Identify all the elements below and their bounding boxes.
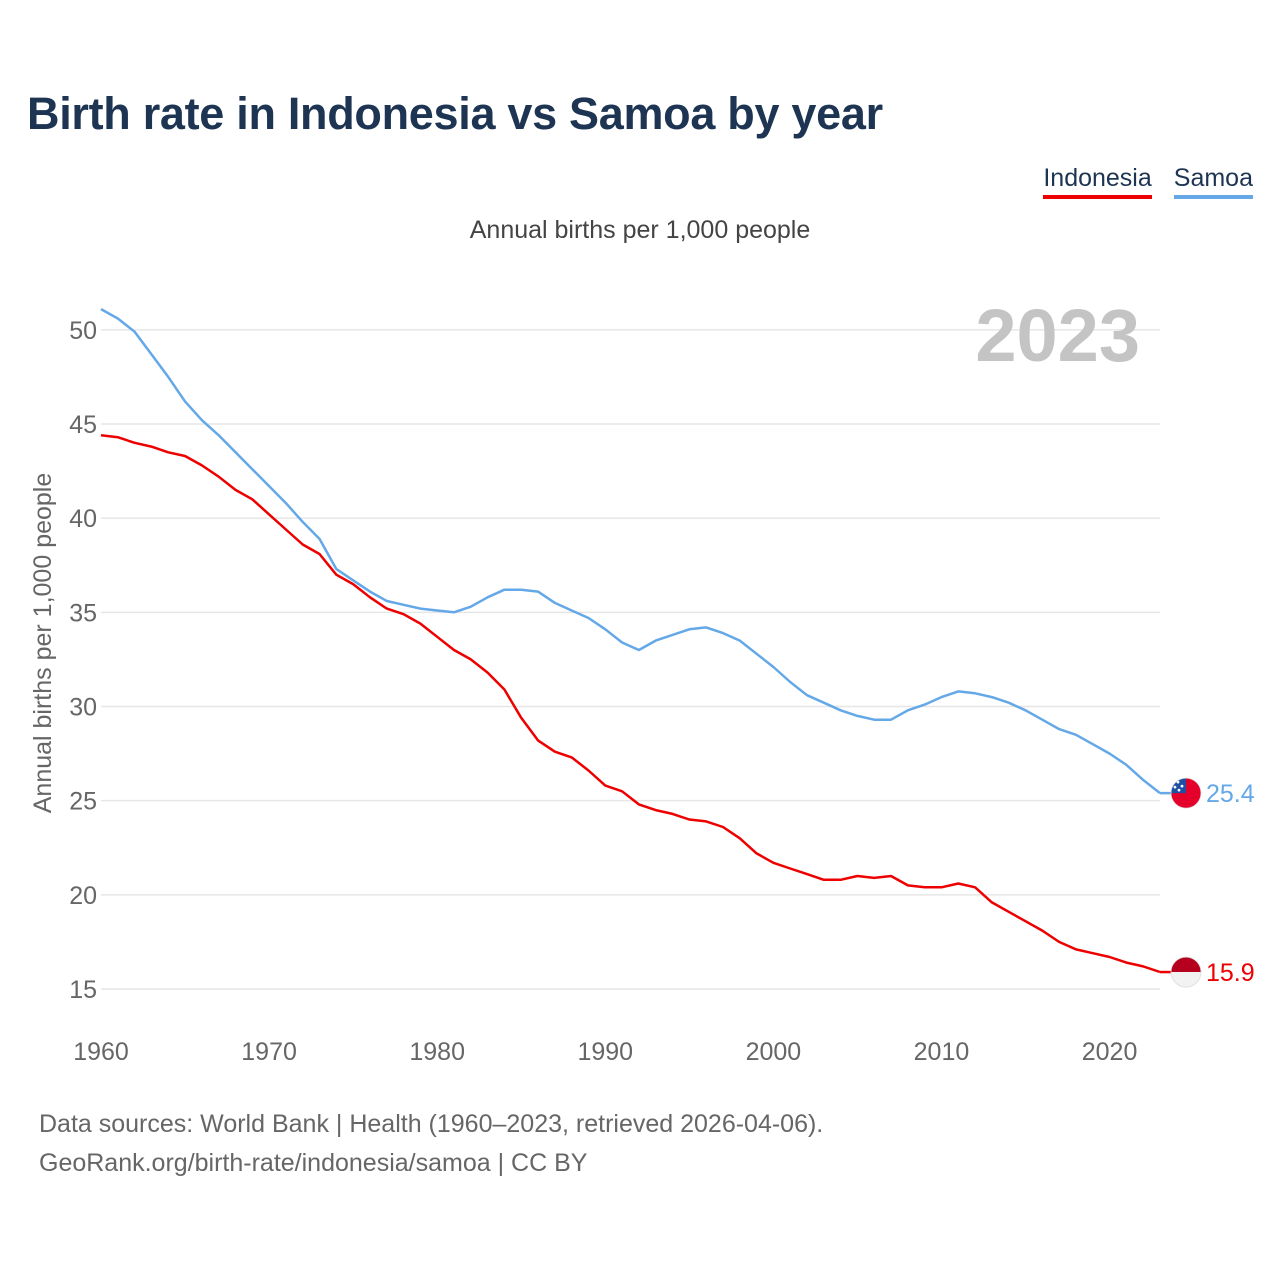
end-value-label-indonesia: 15.9	[1206, 959, 1255, 987]
y-tick-label: 15	[69, 976, 97, 1004]
y-tick-label: 50	[69, 317, 97, 345]
x-tick-label: 2010	[914, 1038, 970, 1066]
chart-subtitle: Annual births per 1,000 people	[469, 216, 811, 244]
y-tick-label: 20	[69, 882, 97, 910]
legend-item-samoa[interactable]: Samoa	[1173, 164, 1253, 199]
series-end-markers: 25.4 15.9	[1160, 777, 1255, 988]
footer: Data sources: World Bank | Health (1960–…	[39, 1105, 823, 1183]
y-tick-label: 35	[69, 599, 97, 627]
y-axis-ticks: 15 20 25 30 35 40 45 50	[69, 317, 97, 1004]
footer-link[interactable]: GeoRank.org/birth-rate/indonesia/samoa |…	[39, 1149, 588, 1177]
x-tick-label: 1980	[409, 1038, 465, 1066]
gridlines	[101, 329, 1160, 990]
series-line-indonesia[interactable]	[100, 434, 1161, 974]
year-label: 2023	[975, 294, 1140, 377]
legend: Indonesia Samoa	[1043, 164, 1253, 199]
line-chart: 15 20 25 30 35 40 45 50 1960 1970 1980 1990 2000 201…	[29, 294, 1255, 1066]
y-tick-label: 45	[69, 411, 97, 439]
indonesia-flag-icon	[1170, 956, 1202, 988]
y-tick-label: 30	[69, 694, 97, 722]
y-tick-label: 40	[69, 505, 97, 533]
x-tick-label: 1960	[73, 1038, 129, 1066]
legend-item-indonesia[interactable]: Indonesia	[1043, 164, 1152, 199]
x-tick-label: 2000	[746, 1038, 802, 1066]
series-line-samoa[interactable]	[100, 308, 1161, 795]
y-axis-label: Annual births per 1,000 people	[29, 473, 57, 814]
x-tick-label: 1990	[577, 1038, 633, 1066]
x-tick-label: 1970	[241, 1038, 297, 1066]
samoa-flag-icon	[1170, 777, 1202, 809]
y-tick-label: 25	[69, 788, 97, 816]
end-value-label-samoa: 25.4	[1206, 780, 1255, 808]
chart-title: Birth rate in Indonesia vs Samoa by year	[27, 88, 883, 139]
x-tick-label: 2020	[1082, 1038, 1138, 1066]
x-axis-ticks: 1960 1970 1980 1990 2000 2010 2020	[73, 1038, 1137, 1066]
series-lines	[100, 308, 1161, 974]
footer-sources: Data sources: World Bank | Health (1960–…	[39, 1110, 824, 1138]
